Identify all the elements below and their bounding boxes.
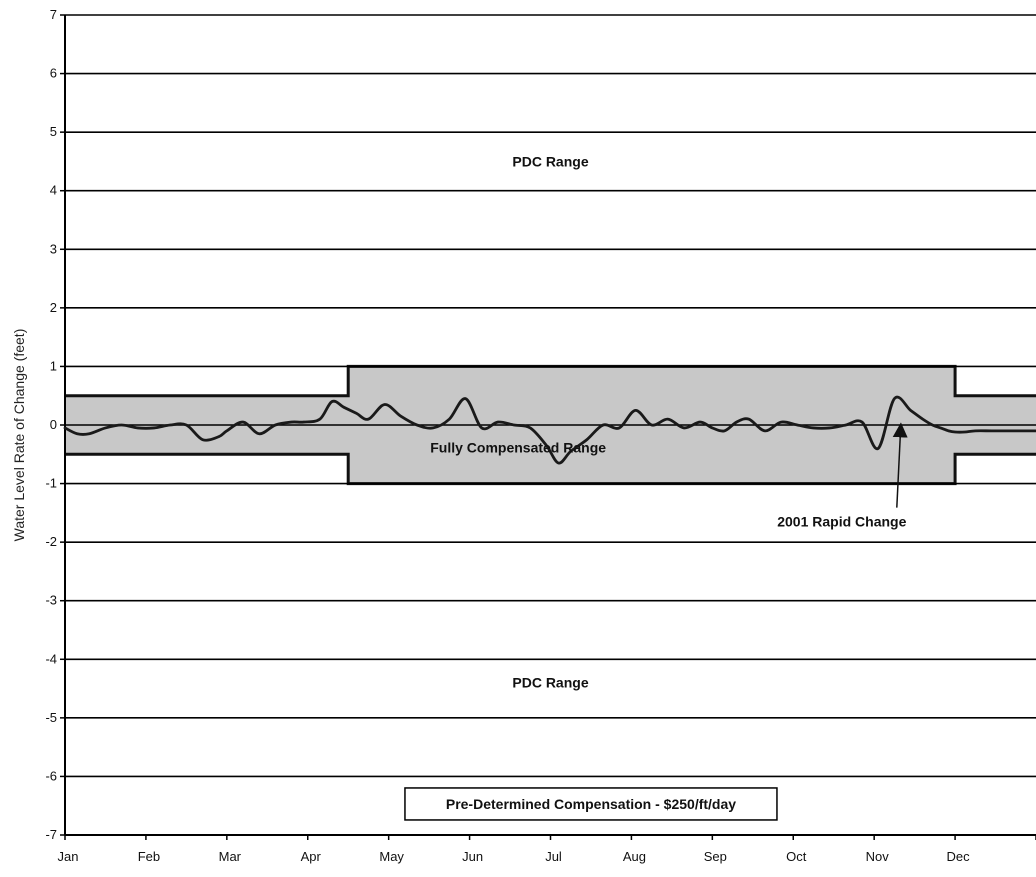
y-tick-label: 5 xyxy=(50,124,57,139)
y-tick-label: -7 xyxy=(45,827,57,842)
y-tick-label: -1 xyxy=(45,476,57,491)
x-tick-label: Apr xyxy=(301,849,322,864)
x-tick-label: Aug xyxy=(623,849,646,864)
x-tick-label: Dec xyxy=(947,849,971,864)
annotation-label: PDC Range xyxy=(512,675,588,691)
series-layer xyxy=(63,395,1036,465)
y-tick-label: 6 xyxy=(50,66,57,81)
y-tick-label: 0 xyxy=(50,417,57,432)
annotation-box xyxy=(404,787,778,821)
y-tick-label: -5 xyxy=(45,710,57,725)
y-tick-label: 7 xyxy=(50,7,57,22)
y-tick-label: -2 xyxy=(45,534,57,549)
annotation-layer: PDC Range Fully Compensated Range PDC Rang… xyxy=(404,153,908,821)
y-tick-label: 1 xyxy=(50,358,57,373)
x-tick-label: Mar xyxy=(219,849,242,864)
series-line xyxy=(63,395,1036,465)
x-tick-label: Jul xyxy=(545,849,562,864)
y-axis-title: Water Level Rate of Change (feet) xyxy=(11,329,27,542)
y-tick-label: -3 xyxy=(45,593,57,608)
x-tick-label: Sep xyxy=(704,849,727,864)
x-tick-label: Oct xyxy=(786,849,807,864)
grid-layer xyxy=(65,14,1036,836)
y-tick-label: 3 xyxy=(50,241,57,256)
x-tick-label: Jan xyxy=(58,849,79,864)
axis-layer xyxy=(60,14,1036,840)
annotation-label: Pre-Determined Compensation - $250/ft/da… xyxy=(446,796,736,812)
annotation-label: Fully Compensated Range xyxy=(430,439,606,455)
annotation-label: PDC Range xyxy=(512,153,588,169)
x-tick-label: May xyxy=(379,849,404,864)
x-tick-label: Nov xyxy=(866,849,890,864)
y-tick-label: 2 xyxy=(50,300,57,315)
x-tick-label: Feb xyxy=(138,849,160,864)
annotation-label: 2001 Rapid Change xyxy=(777,514,906,530)
x-tick-label: Jun xyxy=(462,849,483,864)
annotation-arrow xyxy=(892,422,908,508)
y-tick-label: -6 xyxy=(45,768,57,783)
y-tick-label: -4 xyxy=(45,651,57,666)
y-tick-label: 4 xyxy=(50,183,57,198)
